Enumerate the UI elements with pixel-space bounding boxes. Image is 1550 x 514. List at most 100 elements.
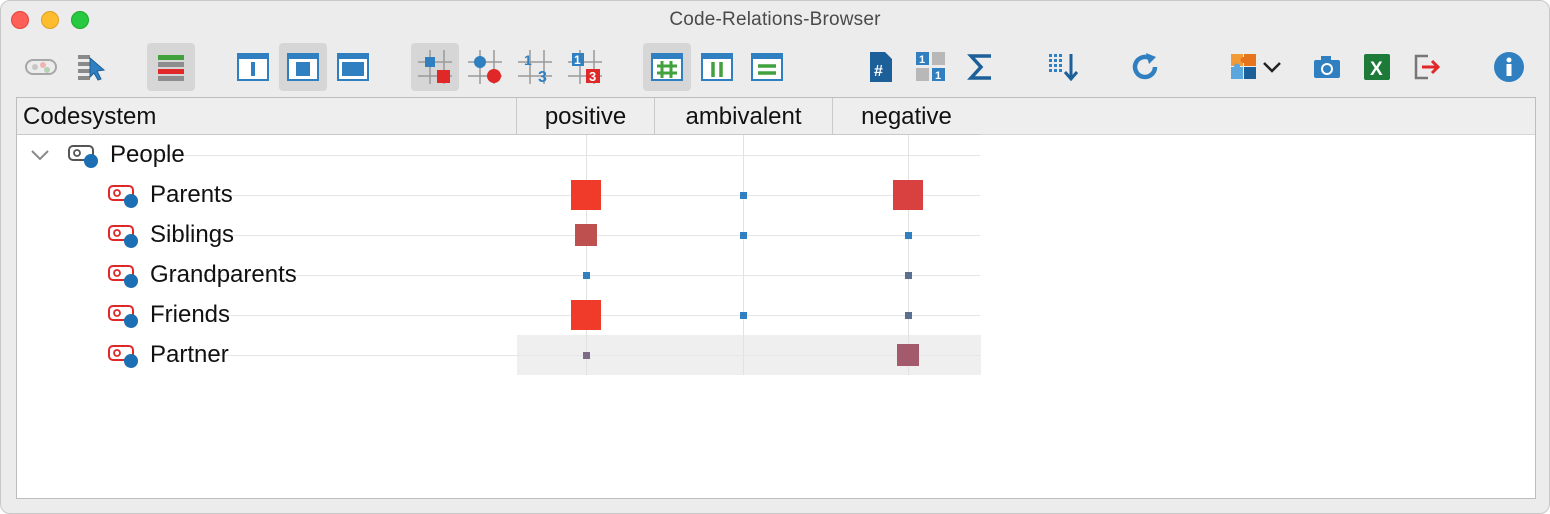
code-icon [108,305,138,328]
cell-square-negative[interactable] [897,344,919,366]
title-bar: Code-Relations-Browser [1,1,1549,37]
code-relations-grid: Codesystem positive ambivalent negative … [16,97,1536,499]
document-hash-button[interactable]: # [857,43,905,91]
svg-text:1: 1 [524,52,532,68]
row-guide-line [157,355,980,356]
matrix-numbers-icon: 1 1 [916,52,945,82]
refresh-icon [1132,53,1158,80]
cell-square-negative[interactable] [904,311,912,319]
tree-row-parent[interactable]: People [17,135,1535,175]
column-header-ambivalent[interactable]: ambivalent [655,98,833,135]
info-button[interactable] [1485,43,1533,91]
cell-square-positive[interactable] [571,180,601,210]
tree-row[interactable]: Partner [17,335,1535,375]
cell-square-ambivalent[interactable] [739,311,747,319]
tree-item-label: Siblings [150,221,235,248]
cell-square-positive[interactable] [575,224,597,246]
info-icon [1494,52,1524,82]
excel-button[interactable]: X [1353,43,1401,91]
color-bars-icon [158,55,184,81]
squares-view-button[interactable] [411,43,459,91]
code-icon [108,265,138,288]
code-icon [108,225,138,248]
tree-item-label: People [110,141,185,168]
svg-text:1: 1 [574,53,581,67]
maximize-window-button[interactable] [71,11,89,29]
layout-wide-icon [337,53,369,81]
row-guide-line [117,155,980,156]
tree-row[interactable]: Siblings [17,215,1535,255]
layout-narrow-button[interactable] [229,43,277,91]
svg-text:X: X [1370,59,1383,80]
circles-view-button[interactable] [461,43,509,91]
cell-square-ambivalent[interactable] [739,231,747,239]
sum-button[interactable] [957,43,1005,91]
squares-view-icon [418,50,452,84]
column-header-positive[interactable]: positive [517,98,655,135]
tree-row[interactable]: Friends [17,295,1535,335]
tree-item-label: Friends [150,301,231,328]
numbers-view-button[interactable]: 1 3 [511,43,559,91]
grid-rows-button[interactable] [743,43,791,91]
row-guide-line [157,235,980,236]
column-header-codesystem[interactable]: Codesystem [17,98,517,135]
layout-medium-icon [287,53,319,81]
cell-square-positive[interactable] [582,271,590,279]
color-bars-button[interactable] [147,43,195,91]
layout-medium-button[interactable] [279,43,327,91]
export-button[interactable] [1403,43,1451,91]
refresh-button[interactable] [1121,43,1169,91]
row-guide-line [157,275,980,276]
cell-square-ambivalent[interactable] [739,191,747,199]
layout-wide-button[interactable] [329,43,377,91]
numbers-colored-view-button[interactable]: 1 3 [561,43,609,91]
code-group-icon [68,145,98,168]
grid-hash-button[interactable] [643,43,691,91]
minimize-window-button[interactable] [41,11,59,29]
puzzle-export-icon [1231,54,1256,79]
close-window-button[interactable] [11,11,29,29]
select-codes-button[interactable] [67,43,115,91]
svg-text:1: 1 [935,70,941,82]
window-title: Code-Relations-Browser [669,9,881,30]
toolbar: 1 3 1 3 [1,37,1549,97]
tree-item-label: Parents [150,181,233,208]
select-codes-icon [78,55,106,81]
grid-hash-icon [651,53,683,81]
numbers-colored-view-icon: 1 3 [568,50,602,84]
toggle-code-color-icon [25,59,57,75]
document-hash-icon: # [870,52,892,82]
cell-square-positive[interactable] [582,351,590,359]
circles-view-icon [468,50,502,84]
grid-rows-icon [751,53,783,81]
chevron-down-icon[interactable] [29,145,51,165]
sort-icon [1049,54,1079,82]
cell-square-negative[interactable] [904,271,912,279]
svg-text:3: 3 [538,69,547,84]
layout-narrow-icon [237,53,269,81]
grid-columns-icon [701,53,733,81]
column-guide-negative [908,135,909,375]
toggle-code-color-button[interactable] [17,43,65,91]
chevron-down-icon [1263,62,1281,73]
sort-button[interactable] [1039,43,1087,91]
cell-square-negative[interactable] [893,180,923,210]
row-guide-line [157,195,980,196]
tree-item-label: Partner [150,341,229,368]
column-guide-positive [586,135,587,375]
svg-text:1: 1 [919,54,925,66]
tree-row[interactable]: Parents [17,175,1535,215]
svg-text:#: # [874,63,883,80]
matrix-numbers-button[interactable]: 1 1 [907,43,955,91]
cell-square-negative[interactable] [904,231,912,239]
grid-columns-button[interactable] [693,43,741,91]
column-guide-ambivalent [743,135,744,375]
column-header-negative[interactable]: negative [833,98,981,135]
cell-square-positive[interactable] [571,300,601,330]
tree-row[interactable]: Grandparents [17,255,1535,295]
sum-icon [967,54,991,80]
camera-button[interactable] [1303,43,1351,91]
export-icon [1414,54,1441,80]
puzzle-export-button[interactable] [1221,43,1289,91]
excel-icon: X [1364,54,1390,80]
